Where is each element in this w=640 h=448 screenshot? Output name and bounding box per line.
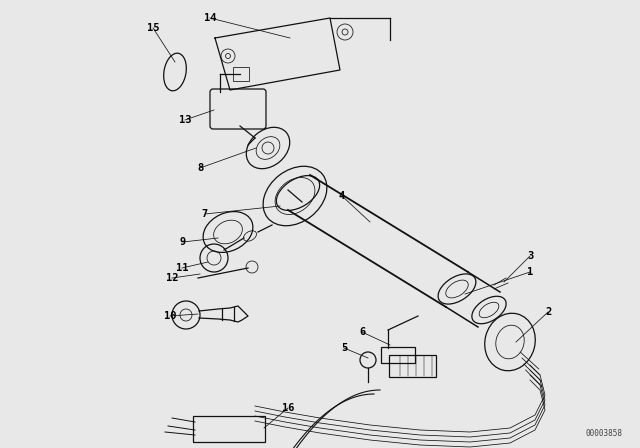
Text: 1: 1 [527,267,533,277]
Text: 7: 7 [202,209,208,219]
Text: 8: 8 [197,163,203,173]
Text: 2: 2 [545,307,551,317]
Text: 3: 3 [527,251,533,261]
Text: 11: 11 [176,263,188,273]
Text: 9: 9 [180,237,186,247]
Text: 13: 13 [179,115,191,125]
Text: 4: 4 [339,191,345,201]
Text: 5: 5 [341,343,347,353]
Text: 00003858: 00003858 [585,429,622,438]
Text: 6: 6 [359,327,365,337]
Text: 12: 12 [166,273,179,283]
Text: 10: 10 [164,311,176,321]
Text: 15: 15 [147,23,159,33]
Text: 14: 14 [204,13,216,23]
Text: 16: 16 [282,403,294,413]
